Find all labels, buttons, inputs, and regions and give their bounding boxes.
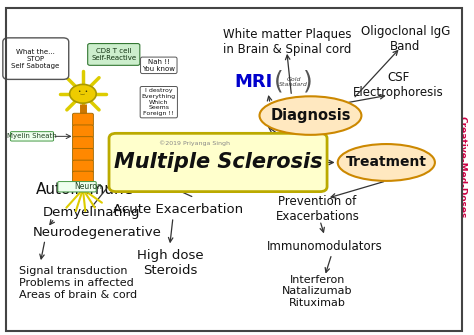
Text: Immunomodulators: Immunomodulators (267, 240, 383, 253)
FancyBboxPatch shape (73, 137, 93, 149)
FancyBboxPatch shape (73, 148, 93, 161)
Text: I destroy
Everything
Which
Seems
Foreign !!: I destroy Everything Which Seems Foreign… (142, 88, 176, 116)
FancyBboxPatch shape (73, 160, 93, 173)
Text: Myelin Sheath: Myelin Sheath (8, 133, 57, 139)
Text: Gold
Standard: Gold Standard (279, 77, 308, 87)
Text: Autoimmune: Autoimmune (36, 182, 134, 197)
Ellipse shape (260, 96, 361, 135)
FancyBboxPatch shape (73, 125, 93, 138)
Text: Multiple Sclerosis: Multiple Sclerosis (114, 152, 322, 173)
Text: Neuron: Neuron (74, 182, 101, 191)
Text: CSF
Electrophoresis: CSF Electrophoresis (353, 71, 444, 99)
Text: White matter Plaques
in Brain & Spinal cord: White matter Plaques in Brain & Spinal c… (222, 28, 351, 56)
Ellipse shape (337, 144, 435, 181)
Circle shape (70, 84, 96, 103)
Text: Signal transduction
Problems in affected
Areas of brain & cord: Signal transduction Problems in affected… (19, 266, 137, 300)
Text: ): ) (303, 69, 313, 93)
FancyBboxPatch shape (109, 133, 327, 192)
Text: Interferon
Natalizumab
Rituximab: Interferon Natalizumab Rituximab (283, 275, 353, 308)
FancyBboxPatch shape (58, 182, 96, 192)
Text: What the...
STOP
Self Sabotage: What the... STOP Self Sabotage (11, 49, 60, 69)
Text: CD8 T cell
Self-Reactive: CD8 T cell Self-Reactive (91, 48, 137, 61)
Text: Nah !!
You know: Nah !! You know (142, 59, 175, 72)
FancyBboxPatch shape (10, 132, 54, 141)
Text: Oligoclonal IgG
Band: Oligoclonal IgG Band (361, 24, 450, 53)
FancyBboxPatch shape (73, 113, 93, 126)
Text: Acute Exacerbation: Acute Exacerbation (113, 203, 243, 216)
Text: High dose
Steroids: High dose Steroids (137, 249, 204, 277)
FancyBboxPatch shape (73, 171, 93, 184)
Text: Treatment: Treatment (346, 155, 427, 170)
FancyBboxPatch shape (88, 44, 140, 65)
Text: Creative-Med-Doses: Creative-Med-Doses (458, 116, 466, 219)
FancyBboxPatch shape (3, 38, 69, 79)
Text: Prevention of
Exacerbations: Prevention of Exacerbations (276, 195, 359, 223)
Text: Diagnosis: Diagnosis (270, 108, 351, 123)
Text: ©2019 Priyanga Singh: ©2019 Priyanga Singh (159, 140, 230, 146)
Text: MRI: MRI (235, 73, 273, 91)
Text: Demyelinating: Demyelinating (43, 206, 140, 219)
Text: (: ( (273, 69, 283, 93)
Text: Neurodegenerative: Neurodegenerative (33, 226, 162, 239)
Text: •‿•: •‿• (77, 90, 89, 94)
